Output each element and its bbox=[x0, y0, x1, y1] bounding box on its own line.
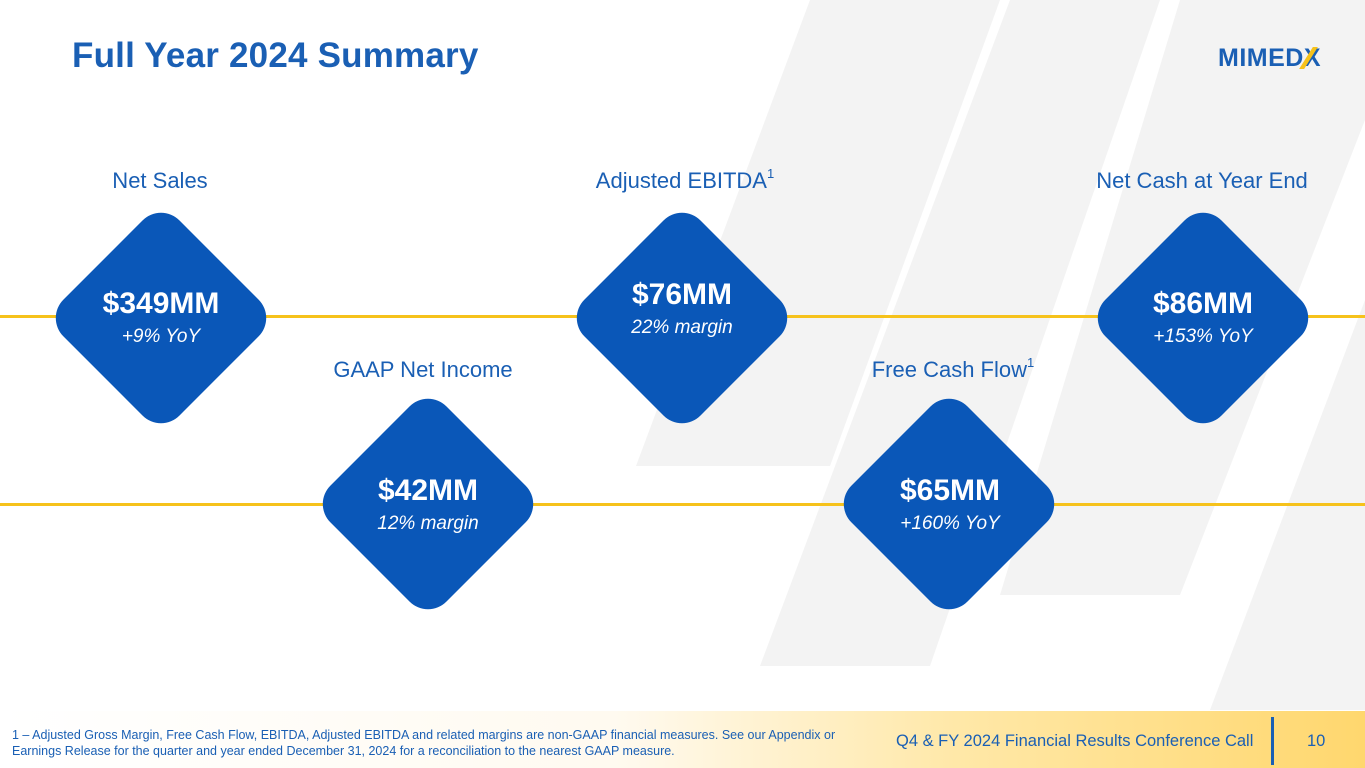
free-cash-flow-label: Free Cash Flow1 bbox=[871, 355, 1035, 382]
net-cash-change: +153% YoY bbox=[1153, 326, 1253, 347]
timeline-line-lower bbox=[0, 503, 1365, 506]
page-number: 10 bbox=[1307, 732, 1326, 750]
gaap-net-income-label: GAAP Net Income bbox=[333, 357, 513, 382]
adjusted-ebitda-value: $76MM bbox=[631, 278, 733, 311]
net-sales-label: Net Sales bbox=[112, 168, 208, 193]
net-cash-value: $86MM bbox=[1152, 287, 1254, 320]
footer-divider bbox=[1271, 717, 1274, 765]
mimedx-logo: MIMED X bbox=[1218, 44, 1322, 72]
net-sales-metric: $349MM +9% YoY bbox=[51, 287, 271, 349]
page-title: Full Year 2024 Summary bbox=[72, 36, 479, 75]
net-cash-label: Net Cash at Year End bbox=[1096, 168, 1308, 193]
net-sales-change: +9% YoY bbox=[121, 326, 201, 347]
footnote: 1 – Adjusted Gross Margin, Free Cash Flo… bbox=[12, 728, 836, 758]
net-cash-metric: $86MM +153% YoY bbox=[1093, 287, 1313, 349]
gaap-net-income-metric: $42MM 12% margin bbox=[318, 474, 538, 536]
gaap-net-income-value: $42MM bbox=[377, 474, 479, 507]
free-cash-flow-change: +160% YoY bbox=[900, 513, 1000, 534]
net-sales-value: $349MM bbox=[102, 287, 220, 320]
adjusted-ebitda-label: Adjusted EBITDA1 bbox=[595, 166, 775, 193]
footer-bar: 1 – Adjusted Gross Margin, Free Cash Flo… bbox=[0, 711, 1365, 768]
adjusted-ebitda-margin: 22% margin bbox=[631, 317, 733, 338]
conference-call-title: Q4 & FY 2024 Financial Results Conferenc… bbox=[896, 732, 1254, 750]
adjusted-ebitda-metric: $76MM 22% margin bbox=[572, 278, 792, 340]
free-cash-flow-value: $65MM bbox=[899, 474, 1001, 507]
gaap-net-income-margin: 12% margin bbox=[377, 513, 479, 534]
free-cash-flow-metric: $65MM +160% YoY bbox=[840, 474, 1060, 536]
